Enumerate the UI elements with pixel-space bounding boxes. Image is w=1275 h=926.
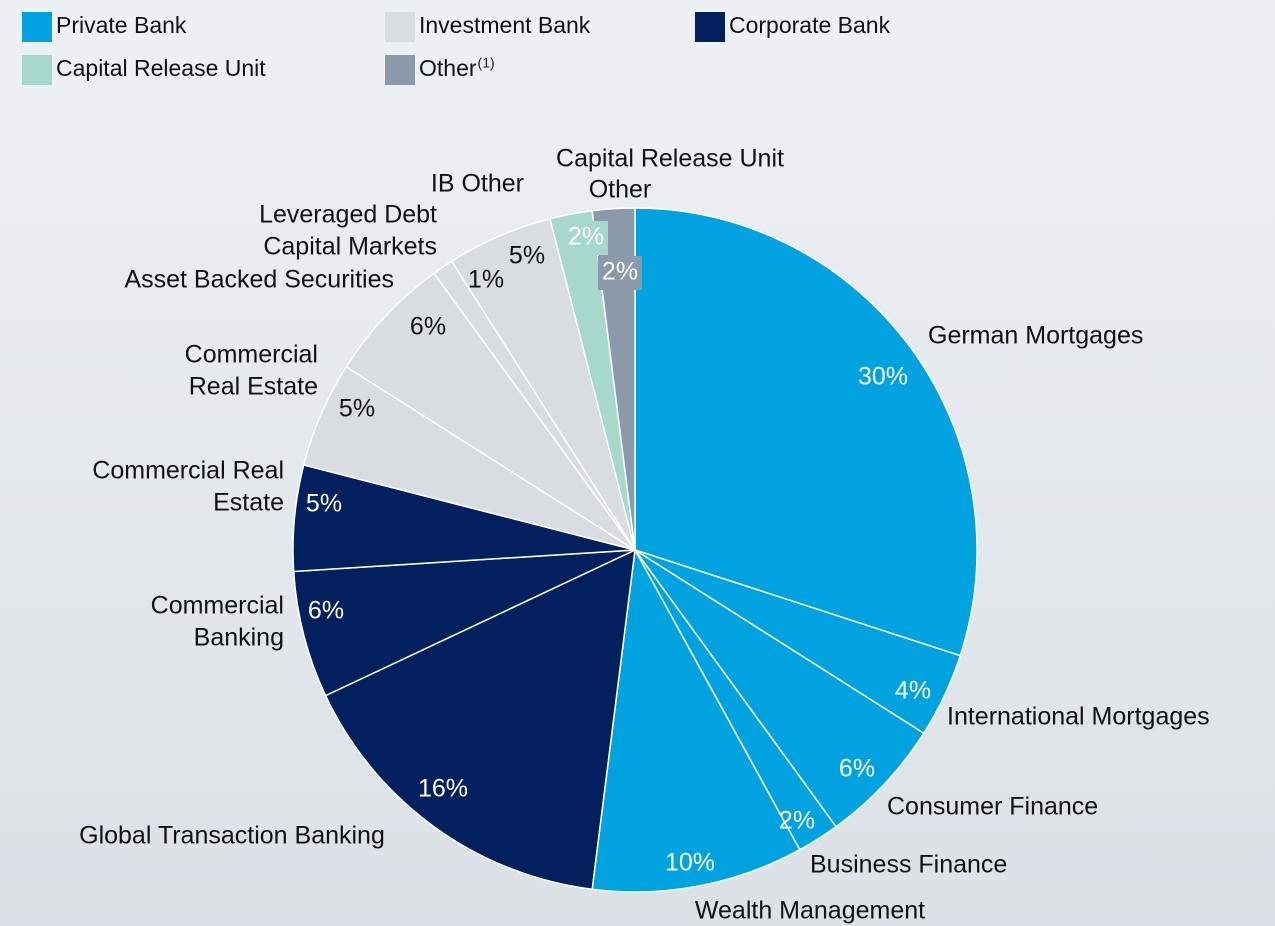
value-label: 30%	[858, 363, 908, 391]
pie-slice	[634, 549, 925, 828]
slice-label: Consumer Finance	[887, 793, 1098, 821]
value-label: 2%	[602, 258, 638, 286]
legend-label: Private Bank	[56, 12, 187, 38]
slice-label: IB Other	[431, 170, 524, 198]
pie-slice	[591, 207, 636, 551]
slice-label: Business Finance	[810, 851, 1007, 879]
slice-label: Other	[589, 176, 652, 204]
pie-slice	[324, 548, 636, 891]
pie-slice	[591, 547, 801, 893]
pie-slice	[292, 549, 636, 697]
value-label: 5%	[306, 490, 342, 518]
value-label: 6%	[308, 597, 344, 625]
slice-label: Capital Markets	[263, 233, 437, 261]
value-label: 6%	[839, 755, 875, 783]
legend-swatch	[22, 12, 52, 42]
slice-label: Asset Backed Securities	[124, 266, 394, 294]
legend-label: Capital Release Unit	[56, 55, 266, 81]
legend-swatch	[22, 55, 52, 85]
slice-label: German Mortgages	[928, 322, 1143, 350]
value-label: 1%	[468, 266, 504, 294]
value-label: 2%	[568, 223, 604, 251]
legend-swatch	[385, 55, 415, 85]
value-label: 6%	[410, 313, 446, 341]
value-label: 2%	[779, 807, 815, 835]
value-label: 5%	[509, 242, 545, 270]
slice-label: Global Transaction Banking	[79, 822, 385, 850]
slice-label: Banking	[194, 624, 284, 652]
value-label: 5%	[339, 395, 375, 423]
legend-label: Other	[419, 55, 477, 81]
value-label: 16%	[418, 775, 468, 803]
legend-label: Corporate Bank	[729, 12, 891, 38]
value-label: 10%	[665, 849, 715, 877]
slice-label: Commercial Real	[92, 457, 284, 485]
slice-label: Commercial	[185, 341, 318, 369]
legend-label: Investment Bank	[419, 12, 591, 38]
slice-label: Estate	[213, 489, 284, 517]
slice-label: Real Estate	[189, 373, 318, 401]
pie-slice	[634, 207, 978, 657]
pie-slice	[345, 272, 636, 551]
slice-label: Wealth Management	[695, 897, 925, 925]
slice-label: Leveraged Debt	[259, 201, 437, 229]
slice-label: Commercial	[151, 592, 284, 620]
slice-label: Capital Release Unit	[556, 145, 784, 173]
value-label-box	[564, 221, 608, 255]
slice-label: International Mortgages	[947, 703, 1210, 731]
value-label: 4%	[895, 677, 931, 705]
legend-swatch	[385, 12, 415, 42]
legend-swatch	[695, 12, 725, 42]
value-label-box	[598, 256, 642, 290]
legend-footnote: (1)	[478, 55, 495, 71]
